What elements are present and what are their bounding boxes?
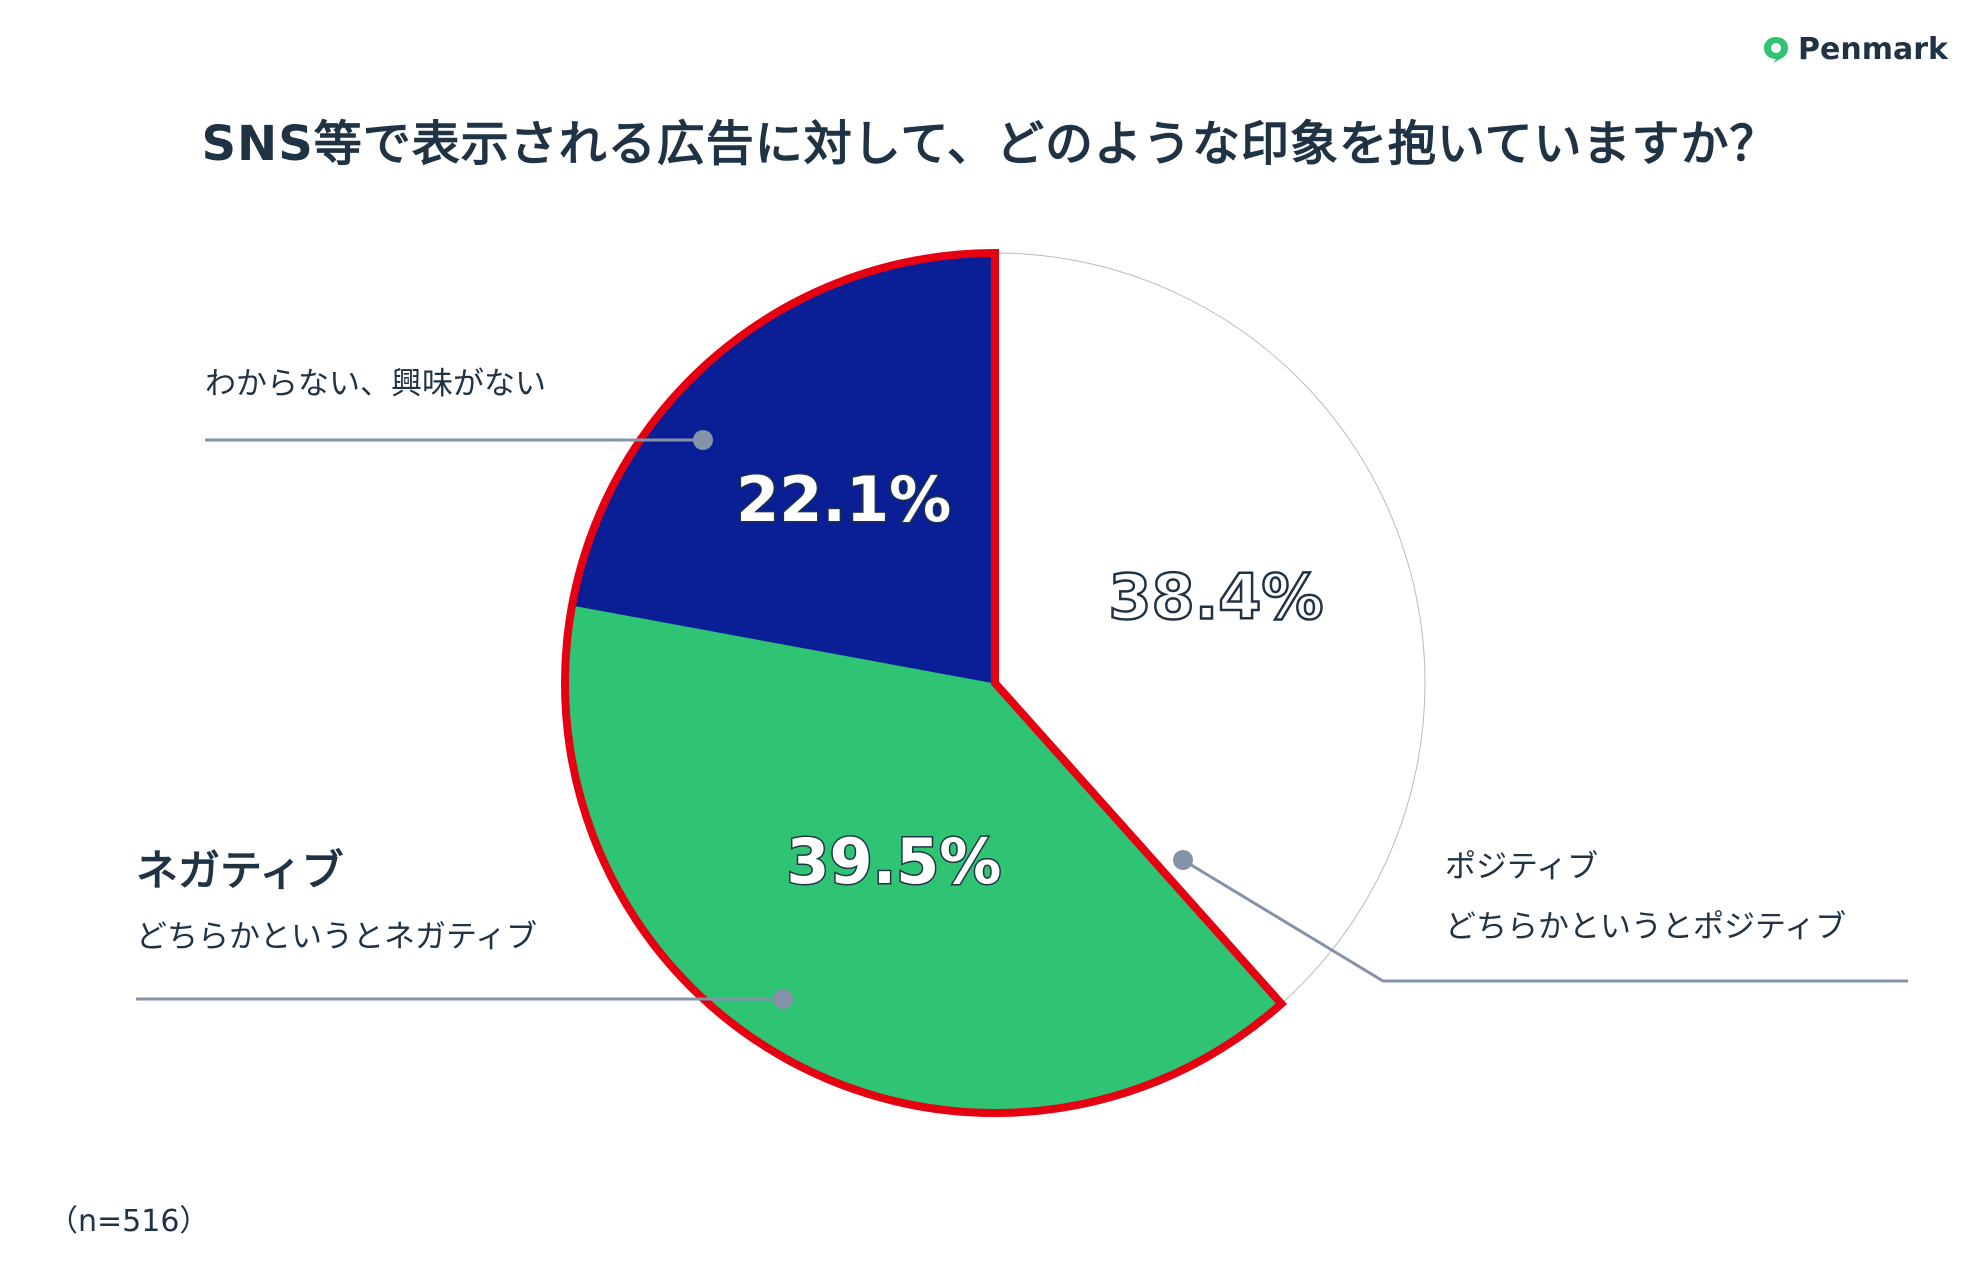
callout-dot-2 bbox=[693, 430, 713, 450]
legend-label-0-0: ポジティブ bbox=[1445, 849, 1598, 885]
brand-logo: Penmark bbox=[1762, 32, 1948, 67]
slice-value-label-1: 39.5% bbox=[786, 825, 1001, 898]
legend-label-1-0: どちらかというとネガティブ bbox=[136, 919, 537, 955]
legend-label-2-0: わからない、興味がない bbox=[205, 366, 546, 402]
slice-value-label-0: 38.4% bbox=[1108, 561, 1323, 634]
legend-heading-1: ネガティブ bbox=[136, 846, 343, 895]
highlight-outline bbox=[561, 248, 1288, 1117]
speech-bubble-icon bbox=[1764, 36, 1789, 63]
callout-dot-0 bbox=[1173, 850, 1193, 870]
sample-size-note: （n=516） bbox=[48, 1204, 210, 1239]
callout-line-0 bbox=[1182, 858, 1908, 983]
pie-slice-0 bbox=[994, 252, 1426, 1005]
slice-value-label-2: 22.1% bbox=[736, 463, 951, 536]
legend-label-0-1: どちらかというとポジティブ bbox=[1445, 909, 1846, 945]
chart-title: SNS等で表示される広告に対して、どのような印象を抱いていますか？ bbox=[201, 116, 1779, 172]
callout-dot-1 bbox=[773, 989, 793, 1009]
brand-name: Penmark bbox=[1798, 32, 1948, 67]
